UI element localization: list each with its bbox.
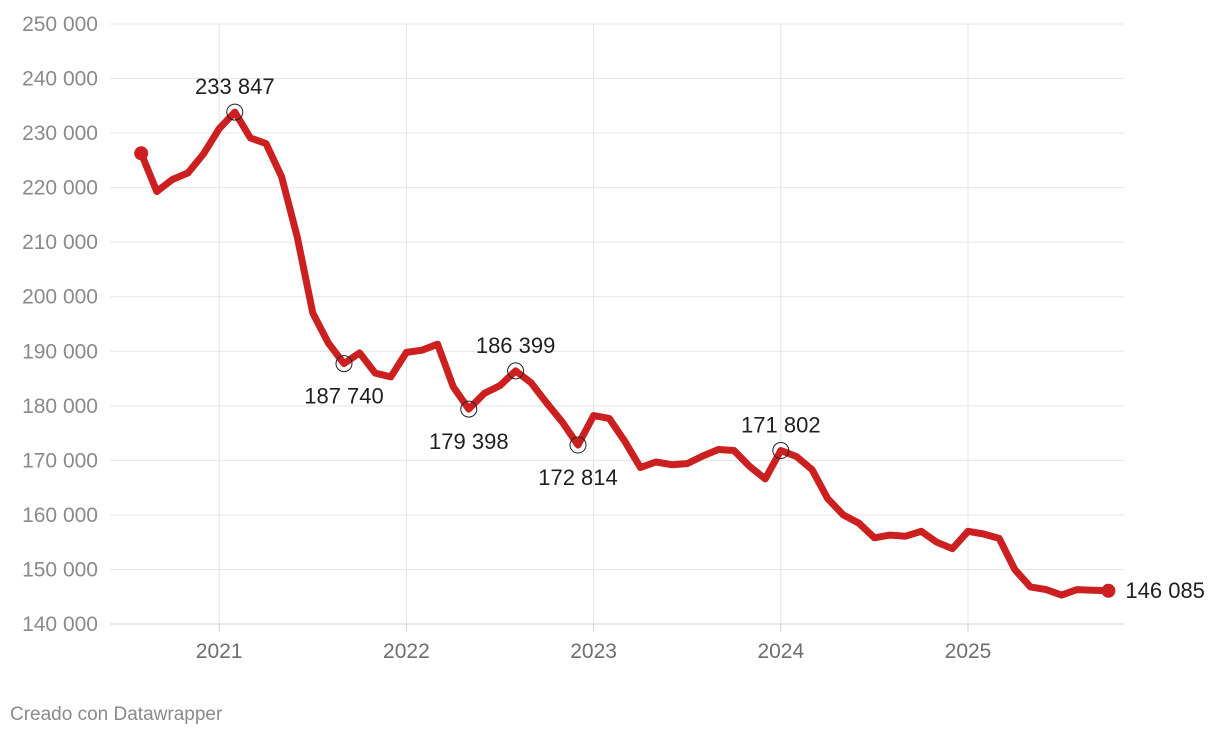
y-tick-label: 150 000: [22, 558, 98, 581]
annotation-marker: [507, 362, 525, 380]
y-tick-label: 140 000: [22, 613, 98, 636]
y-tick-label: 220 000: [22, 177, 98, 200]
series-line: [137, 108, 1112, 599]
data-label: 171 802: [741, 413, 821, 438]
data-label: 187 740: [304, 384, 384, 409]
annotation-marker: [772, 442, 790, 460]
footer-credit: Creado con Datawrapper: [10, 704, 223, 725]
axes: 140 000 150 000 160 000 170 000 180 000 190 0…: [22, 13, 991, 663]
annotation-marker: [569, 436, 587, 454]
data-label: 233 847: [195, 74, 275, 99]
x-tick-label: 2023: [570, 640, 617, 663]
data-label: 179 398: [429, 429, 509, 454]
y-tick-label: 160 000: [22, 504, 98, 527]
y-tick-label: 200 000: [22, 286, 98, 309]
x-tick-label: 2021: [196, 640, 243, 663]
y-tick-label: 190 000: [22, 340, 98, 363]
data-label: 186 399: [476, 333, 556, 358]
y-tick-label: 240 000: [22, 68, 98, 91]
annotation-marker: [226, 103, 244, 121]
end-point: [1101, 583, 1116, 598]
x-tick-label: 2024: [757, 640, 804, 663]
y-tick-label: 170 000: [22, 449, 98, 472]
x-tick-label: 2022: [383, 640, 430, 663]
annotations: 233 847 187 740 179 398 186 399 172 814 171 8…: [134, 74, 1205, 603]
y-tick-label: 180 000: [22, 395, 98, 418]
y-tick-label: 250 000: [22, 13, 98, 36]
grid: [110, 23, 1124, 625]
y-tick-label: 210 000: [22, 231, 98, 254]
y-tick-label: 230 000: [22, 122, 98, 145]
x-tick-label: 2025: [945, 640, 992, 663]
start-point: [134, 146, 149, 161]
annotation-marker: [335, 355, 353, 373]
data-label: 172 814: [538, 465, 618, 490]
annotation-marker: [460, 400, 478, 418]
data-label: 146 085: [1125, 578, 1205, 603]
series: [137, 108, 1112, 599]
